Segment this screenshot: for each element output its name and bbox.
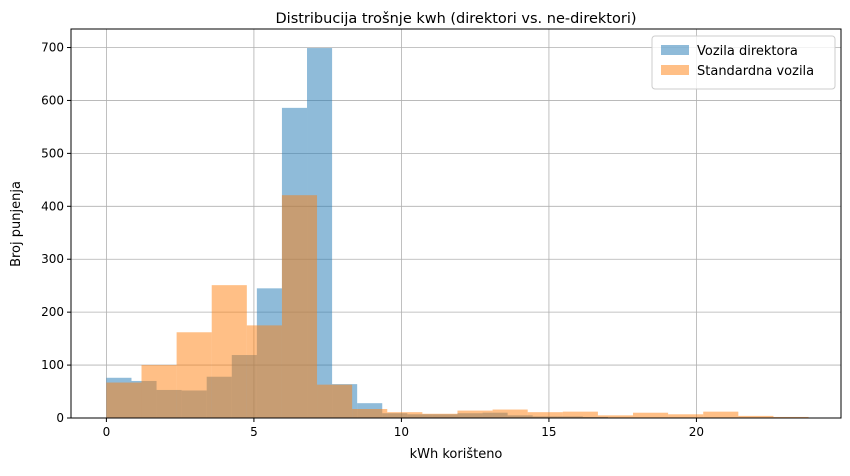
- x-axis-label: kWh korišteno: [410, 447, 503, 462]
- histogram-bar-series-2: [597, 415, 634, 418]
- legend: Vozila direktora Standardna vozila: [651, 35, 836, 90]
- histogram-bar-series-2: [176, 332, 212, 418]
- y-tick-label: 500: [41, 146, 64, 160]
- legend-label: Standardna vozila: [697, 64, 814, 79]
- y-axis-label: Broj punjenja: [9, 181, 24, 267]
- y-tick-label: 200: [41, 305, 64, 319]
- histogram-bar-series-2: [141, 365, 177, 418]
- histogram-bar-series-2: [317, 384, 353, 418]
- legend-label: Vozila direktora: [697, 44, 798, 59]
- histogram-bar-series-2: [422, 413, 458, 418]
- plot-frame: [70, 28, 842, 419]
- histogram-bar-series-2: [633, 412, 669, 418]
- histogram-bar-series-2: [703, 411, 739, 418]
- histogram-bar-series-2: [492, 409, 528, 418]
- histogram-bar-series-2: [668, 414, 704, 418]
- histogram-bar-series-2: [246, 325, 282, 418]
- x-tick-label: 20: [689, 425, 704, 439]
- x-tick-label: 0: [103, 425, 111, 439]
- x-tick-label: 10: [394, 425, 409, 439]
- y-tick-label: 700: [41, 41, 64, 55]
- legend-swatch: [661, 65, 689, 75]
- x-tick-label: 15: [541, 425, 556, 439]
- bars-layer: [106, 48, 809, 418]
- histogram-bar-series-2: [281, 195, 318, 418]
- chart-title: Distribucija trošnje kwh (direktori vs. …: [276, 11, 637, 27]
- histogram-bar-series-2: [211, 285, 247, 418]
- legend-box: [651, 35, 836, 90]
- histogram-bar-series-2: [562, 411, 598, 418]
- histogram-bar-series-2: [773, 416, 809, 418]
- histogram-bar-series-2: [352, 409, 388, 418]
- legend-swatch: [661, 45, 689, 55]
- y-tick-label: 0: [56, 411, 64, 425]
- histogram-bar-series-2: [527, 412, 563, 418]
- histogram-bar-series-2: [738, 415, 774, 418]
- x-tick-label: 5: [250, 425, 258, 439]
- y-tick-label: 100: [41, 358, 64, 372]
- y-tick-label: 600: [41, 93, 64, 107]
- histogram-bar-series-2: [457, 410, 493, 418]
- y-tick-label: 300: [41, 252, 64, 266]
- y-tick-label: 400: [41, 199, 64, 213]
- histogram-bar-series-2: [387, 412, 423, 418]
- histogram-bar-series-2: [106, 382, 142, 418]
- grid-layer: [71, 29, 841, 419]
